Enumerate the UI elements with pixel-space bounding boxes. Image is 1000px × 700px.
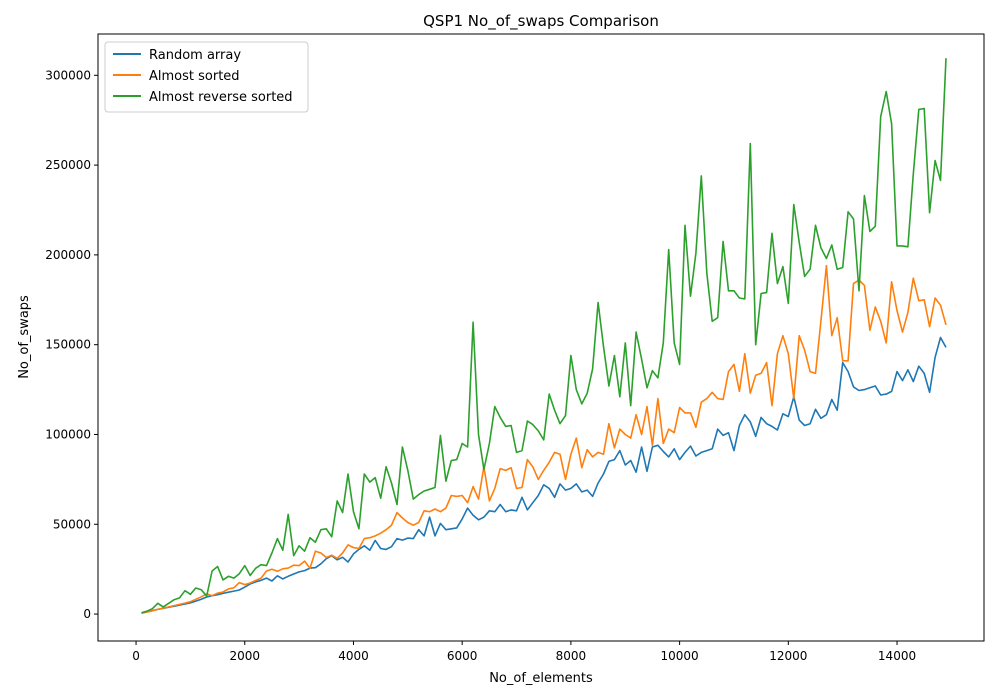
y-tick-label: 150000 <box>45 338 91 352</box>
y-tick-label: 0 <box>83 607 91 621</box>
series-line-almost-sorted <box>141 264 947 614</box>
legend-box <box>104 41 309 113</box>
legend-label: Random array <box>149 48 241 63</box>
x-tick-label: 4000 <box>338 649 369 663</box>
x-tick-label: 14000 <box>878 649 916 663</box>
y-tick-label: 200000 <box>45 248 91 262</box>
legend: Random array Almost sorted Almost reverse … <box>104 41 309 113</box>
plot-area <box>141 58 947 614</box>
x-tick-label: 2000 <box>229 649 260 663</box>
x-axis-label: No_of_elements <box>489 671 593 686</box>
x-tick-label: 8000 <box>556 649 587 663</box>
x-tick-label: 0 <box>132 649 140 663</box>
plot-frame <box>97 33 985 642</box>
y-axis-label: No_of_swaps <box>17 295 32 379</box>
legend-label: Almost sorted <box>149 69 240 84</box>
chart-title: QSP1 No_of_swaps Comparison <box>423 12 659 31</box>
y-tick-label: 50000 <box>53 517 91 531</box>
y-axis: 0 50000 100000 150000 200000 250000 300000 <box>45 68 98 621</box>
series-line-almost-reverse-sorted <box>141 58 947 614</box>
x-tick-label: 12000 <box>769 649 807 663</box>
x-tick-label: 6000 <box>447 649 478 663</box>
y-tick-label: 300000 <box>45 68 91 82</box>
y-tick-label: 100000 <box>45 427 91 441</box>
series-line-random-array <box>141 336 947 614</box>
legend-label: Almost reverse sorted <box>149 90 293 105</box>
y-tick-label: 250000 <box>45 158 91 172</box>
x-tick-label: 10000 <box>661 649 699 663</box>
x-axis: 0 2000 4000 6000 8000 10000 12000 14000 <box>132 641 916 663</box>
